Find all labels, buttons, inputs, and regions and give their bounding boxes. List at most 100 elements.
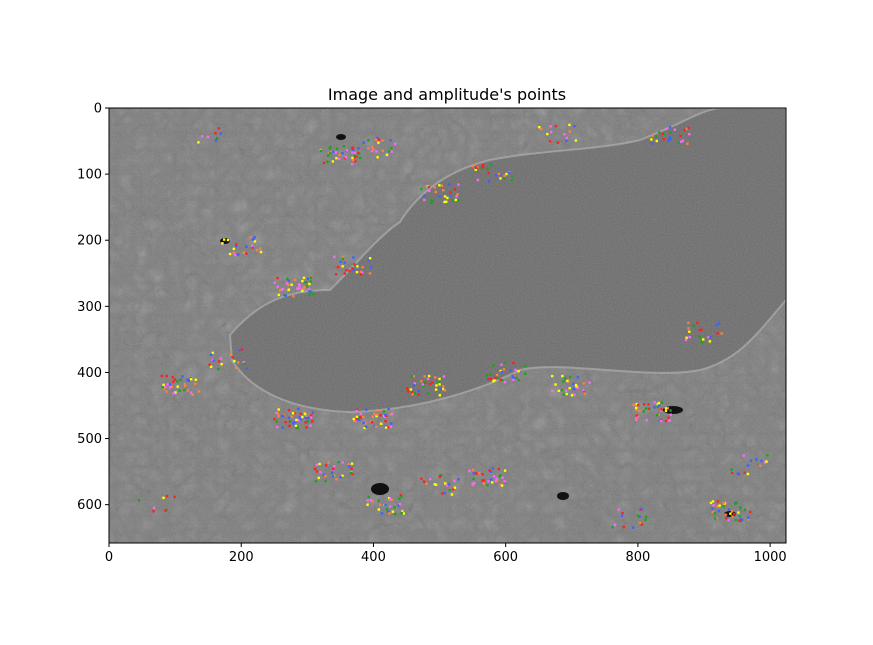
amplitude-point (475, 166, 478, 169)
amplitude-point (385, 508, 389, 511)
amplitude-point (371, 415, 374, 418)
amplitude-point (679, 134, 682, 138)
amplitude-point (731, 515, 734, 518)
amplitude-point (482, 482, 486, 485)
amplitude-point (449, 194, 453, 198)
amplitude-point (189, 377, 193, 381)
amplitude-point (301, 279, 304, 283)
amplitude-point (245, 252, 248, 255)
amplitude-point (337, 460, 340, 464)
amplitude-point (301, 415, 304, 419)
amplitude-point (565, 136, 568, 140)
amplitude-point (329, 152, 332, 155)
amplitude-point (490, 481, 494, 484)
amplitude-point (423, 380, 426, 383)
amplitude-point (372, 148, 375, 151)
amplitude-point (481, 473, 484, 476)
amplitude-point (385, 153, 389, 157)
amplitude-point (431, 381, 434, 384)
amplitude-point (453, 188, 457, 191)
amplitude-point (299, 418, 303, 421)
amplitude-point (366, 503, 369, 506)
amplitude-point (281, 426, 284, 429)
amplitude-point (358, 418, 361, 422)
amplitude-point (433, 483, 436, 486)
amplitude-point (200, 135, 204, 138)
x-tick-label: 400 (361, 550, 386, 565)
amplitude-point (355, 415, 359, 419)
amplitude-point (232, 251, 235, 254)
amplitude-point (305, 416, 309, 420)
amplitude-point (438, 377, 441, 381)
amplitude-point (638, 515, 641, 518)
amplitude-point (298, 284, 301, 287)
y-tick-label: 200 (77, 234, 102, 249)
inclusion (336, 134, 346, 140)
amplitude-point (487, 171, 490, 175)
amplitude-point (487, 180, 491, 183)
amplitude-point (214, 139, 218, 142)
amplitude-point (328, 147, 332, 150)
amplitude-point (361, 271, 364, 274)
amplitude-point (613, 523, 617, 527)
amplitude-point (304, 416, 307, 419)
amplitude-point (715, 323, 718, 327)
amplitude-point (206, 135, 210, 139)
amplitude-point (647, 403, 650, 406)
amplitude-point (644, 518, 647, 521)
amplitude-point (503, 174, 506, 178)
amplitude-point (451, 488, 455, 491)
amplitude-point (186, 379, 189, 382)
amplitude-point (367, 258, 371, 262)
amplitude-point (351, 156, 354, 160)
amplitude-point (433, 186, 436, 189)
amplitude-point (297, 407, 300, 411)
amplitude-point (429, 199, 433, 202)
amplitude-point (505, 172, 508, 176)
amplitude-point (178, 389, 181, 392)
amplitude-point (560, 388, 564, 392)
amplitude-point (345, 269, 348, 272)
amplitude-point (434, 388, 438, 391)
amplitude-point (394, 142, 397, 146)
amplitude-point (162, 496, 165, 500)
amplitude-point (308, 282, 311, 286)
amplitude-point (644, 515, 648, 518)
amplitude-point (367, 138, 370, 142)
amplitude-point (502, 177, 506, 180)
amplitude-point (489, 373, 492, 376)
amplitude-point (439, 387, 443, 391)
amplitude-point (425, 482, 428, 485)
amplitude-point (368, 272, 372, 275)
amplitude-point (677, 141, 681, 145)
amplitude-point (294, 424, 298, 427)
amplitude-point (568, 386, 571, 390)
amplitude-point (353, 154, 356, 157)
amplitude-point (353, 151, 357, 154)
amplitude-point (729, 512, 732, 515)
plot-area (109, 108, 786, 543)
amplitude-point (381, 149, 385, 152)
amplitude-point (431, 199, 434, 203)
amplitude-point (251, 246, 254, 249)
amplitude-point (335, 147, 339, 150)
amplitude-point (668, 126, 672, 129)
amplitude-point (685, 336, 688, 339)
amplitude-point (755, 458, 758, 461)
amplitude-point (570, 394, 574, 397)
amplitude-point (174, 391, 177, 394)
inclusion (557, 492, 569, 500)
amplitude-point (688, 132, 691, 136)
amplitude-point (549, 125, 552, 128)
amplitude-point (377, 508, 381, 511)
amplitude-point (348, 269, 351, 273)
amplitude-point (447, 483, 451, 486)
amplitude-point (486, 167, 489, 170)
amplitude-point (287, 408, 291, 412)
amplitude-point (517, 369, 520, 373)
amplitude-point (351, 151, 354, 154)
amplitude-point (327, 461, 330, 464)
amplitude-point (734, 518, 738, 522)
amplitude-point (412, 384, 416, 387)
amplitude-point (456, 193, 459, 196)
